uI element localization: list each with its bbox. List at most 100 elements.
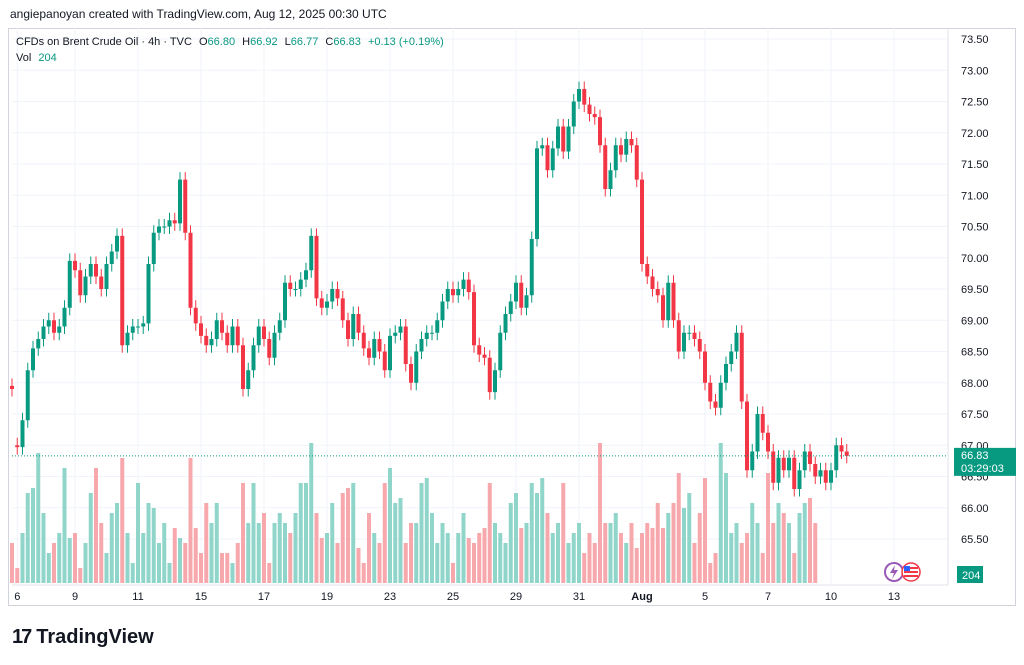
candle-body	[361, 332, 366, 349]
candle-body	[713, 401, 718, 408]
volume-bar	[141, 533, 146, 583]
price-tick-label: 70.50	[961, 222, 989, 234]
candle-body	[419, 339, 424, 352]
candle-body	[608, 170, 613, 189]
us-flag-icon[interactable]	[901, 562, 921, 582]
candle-body	[508, 301, 513, 314]
candle-body	[498, 332, 503, 371]
candle-body	[388, 335, 392, 371]
time-tick-label: 11	[132, 591, 143, 603]
volume-bar	[598, 443, 602, 583]
volume-bar	[739, 543, 744, 583]
low-label: L	[284, 36, 291, 48]
candle-body	[157, 226, 161, 233]
price-tick-label: 68.50	[961, 347, 989, 359]
volume-bar	[88, 493, 93, 583]
volume-bar	[787, 523, 791, 583]
candle-body	[293, 289, 298, 290]
candle-body	[797, 470, 802, 489]
candle-body	[272, 332, 277, 358]
volume-bar	[356, 548, 361, 583]
lightning-icon[interactable]	[884, 562, 904, 582]
candle-body	[183, 179, 188, 233]
candle-body	[125, 332, 130, 346]
candle-body	[67, 260, 72, 308]
volume-bar	[78, 568, 83, 583]
candle-body	[141, 323, 146, 327]
candle-body	[335, 289, 340, 299]
volume-bar	[340, 493, 345, 583]
volume-bar	[319, 538, 324, 583]
volume-bar	[472, 543, 476, 583]
volume-bar	[10, 543, 14, 583]
candle-body	[745, 401, 749, 471]
price-tick-label: 69.50	[961, 284, 989, 296]
candle-body	[193, 307, 198, 324]
volume-bar	[62, 468, 67, 583]
candle-body	[818, 470, 823, 477]
close-value: 66.83	[333, 36, 361, 48]
candle-body	[246, 370, 251, 389]
volume-bar	[435, 543, 440, 583]
time-tick-label: 29	[510, 591, 522, 603]
open-label: O	[198, 36, 208, 48]
volume-bar	[519, 528, 524, 583]
volume-bar	[199, 553, 203, 583]
open-value: 66.80	[207, 36, 236, 48]
candle-body	[766, 432, 770, 452]
candle-body	[556, 126, 560, 149]
volume-bar	[745, 533, 749, 583]
candle-body	[46, 320, 51, 327]
volume-bar	[31, 488, 35, 583]
candle-body	[277, 320, 282, 333]
last-price-badge: 66.83 03:29:03	[954, 447, 1016, 476]
symbol-name: CFDs on Brent Crude Oil	[16, 36, 139, 48]
last-price-text: 66.83	[961, 450, 989, 462]
volume-bar	[603, 523, 608, 583]
candle-body	[78, 270, 83, 296]
volume-bar	[241, 483, 245, 583]
volume-bar	[230, 563, 235, 583]
volume-bar	[99, 523, 104, 583]
candle-body	[603, 145, 608, 189]
candle-body	[587, 104, 592, 114]
candle-body	[62, 307, 67, 327]
volume-bar	[808, 498, 812, 583]
candle-body	[535, 148, 539, 239]
volume-bar	[298, 483, 303, 583]
chart-frame	[8, 28, 1016, 606]
volume-bar	[178, 538, 182, 583]
time-tick-label: 25	[447, 591, 459, 603]
volume-bar	[25, 493, 30, 583]
candle-body	[451, 289, 455, 296]
tradingview-brand[interactable]: 17 TradingView	[12, 626, 154, 649]
candle-body	[650, 276, 655, 289]
price-tick-label: 73.50	[961, 34, 989, 46]
high-value: 66.92	[250, 36, 278, 48]
volume-bar	[73, 533, 77, 583]
candle-body	[545, 145, 550, 171]
candle-body	[687, 332, 692, 334]
candle-body	[514, 282, 518, 302]
volume-bar	[335, 543, 340, 583]
volume-bar	[440, 523, 445, 583]
candle-body	[776, 457, 781, 483]
candle-body	[73, 260, 77, 271]
candle-body	[529, 239, 534, 296]
volume-bar	[414, 523, 419, 583]
price-tick-label: 70.00	[961, 253, 989, 265]
volume-bar	[587, 533, 592, 583]
volume-bar	[671, 503, 676, 583]
candle-body	[288, 282, 293, 289]
volume-bar	[813, 523, 818, 583]
candle-body	[99, 276, 104, 289]
candle-body	[708, 382, 713, 402]
volume-bar	[750, 503, 755, 583]
close-label: C	[325, 36, 334, 48]
candle-body	[31, 348, 35, 371]
candle-body	[178, 179, 182, 224]
volume-bar	[535, 493, 539, 583]
candle-body	[251, 345, 256, 371]
volume-bar	[760, 553, 765, 583]
